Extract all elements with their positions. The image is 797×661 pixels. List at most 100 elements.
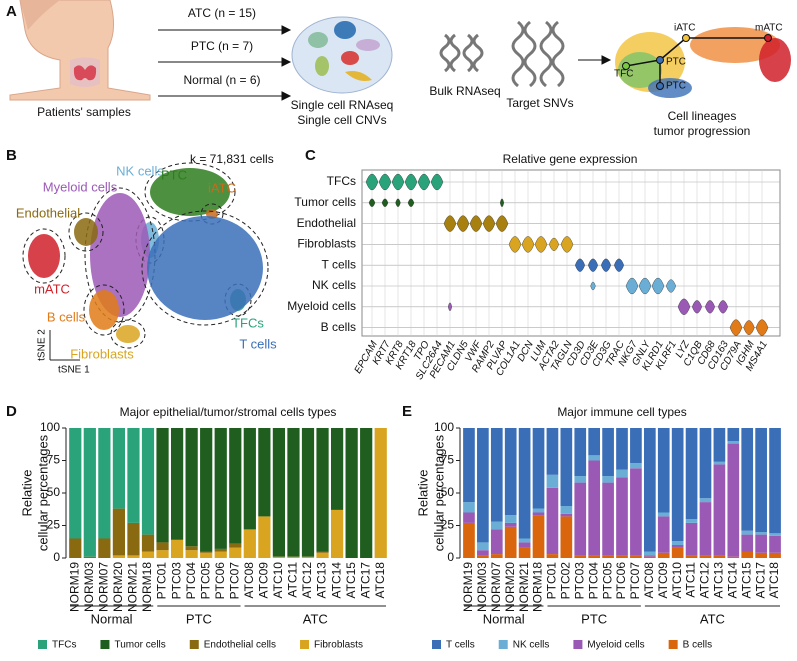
bar-segment: [630, 428, 642, 464]
x-tick-label: PTC05: [600, 562, 614, 600]
y-tick-label: 75: [47, 453, 61, 467]
bar-segment: [546, 554, 559, 558]
violin: [430, 173, 444, 191]
bar-segment: [170, 539, 184, 558]
bar-segment: [504, 428, 517, 516]
bar-segment: [657, 428, 670, 513]
cluster: [90, 193, 150, 317]
group-label: ATC: [700, 611, 725, 626]
x-tick-label: PTC06: [614, 562, 628, 600]
bar-segment: [112, 555, 126, 558]
bar-segment: [769, 533, 781, 536]
bar-segment: [504, 522, 517, 527]
bar-segment: [643, 551, 656, 556]
bar-segment: [345, 428, 358, 558]
violin: [482, 215, 496, 232]
bar-segment: [546, 474, 559, 488]
violin: [638, 277, 652, 295]
group-label: Normal: [483, 611, 525, 626]
bar-segment: [560, 506, 573, 514]
x-tick-label: ATC10: [271, 562, 285, 599]
bar-segment: [156, 550, 169, 558]
bar-segment: [272, 428, 286, 557]
bar-segment: [156, 542, 169, 551]
x-tick-label: NORM03: [475, 562, 489, 612]
bar-segment: [463, 428, 475, 503]
bar-segment: [713, 428, 726, 462]
bar-segment: [657, 516, 670, 553]
violin: [600, 258, 612, 272]
bar-segment: [69, 538, 82, 558]
x-tick-label: NORM19: [461, 562, 475, 612]
y-tick-label: 100: [40, 420, 60, 434]
bar-segment: [741, 551, 754, 558]
bar-segment: [755, 534, 767, 553]
y-tick-label: 25: [47, 518, 61, 532]
x-tick-label: ATC18: [373, 562, 387, 599]
bar-segment: [98, 428, 111, 539]
panel-title: Relative gene expression: [503, 152, 638, 166]
violin: [469, 215, 483, 232]
y-tick-label: 0: [447, 550, 454, 564]
cluster-label: T cells: [239, 336, 277, 351]
bar-segment: [685, 555, 698, 558]
bar-segment: [330, 509, 344, 558]
lineage-map: [615, 27, 791, 98]
x-tick-label: ATC15: [344, 562, 358, 599]
bar-segment: [685, 519, 698, 523]
bar-segment: [699, 555, 712, 558]
arrow-label: Normal (n = 6): [183, 73, 260, 87]
y-tick-label: 50: [47, 485, 61, 499]
bar-segment: [727, 556, 740, 558]
x-tick-label: NORM20: [111, 562, 125, 612]
bar-segment: [574, 476, 587, 483]
arrows: [158, 25, 612, 101]
cluster-label: mATC: [34, 281, 70, 296]
x-tick-label: ATC11: [286, 562, 300, 598]
legend-swatch: [498, 640, 508, 649]
x-tick-label: NORM07: [97, 562, 111, 612]
cluster-label: Endothelial: [16, 205, 80, 220]
violin: [665, 279, 677, 293]
bar-segment: [727, 428, 740, 441]
bar-segment: [490, 529, 503, 555]
violin: [651, 277, 665, 295]
bar-segment: [699, 498, 712, 503]
bar-segment: [546, 487, 559, 555]
x-tick-label: ATC09: [656, 562, 670, 599]
x-tick-label: PTC01: [155, 562, 169, 600]
y-axis-label: cellular percentages: [35, 434, 50, 551]
bar-segment: [671, 545, 684, 548]
bar-segment: [643, 556, 656, 558]
axis-label: tSNE 2: [37, 329, 48, 361]
bar-segment: [83, 556, 96, 558]
violin: [755, 319, 769, 336]
bar-segment: [243, 428, 256, 530]
x-tick-label: NORM19: [67, 562, 81, 612]
bar-segment: [518, 542, 531, 548]
bar-segment: [477, 555, 489, 558]
node-label: PTC: [666, 57, 686, 68]
bar-segment: [112, 508, 126, 556]
chart-title: Major epithelial/tumor/stromal cells typ…: [120, 405, 337, 419]
y-tick-label: 100: [434, 420, 454, 434]
bar-segment: [200, 552, 213, 558]
x-tick-label: ATC17: [358, 562, 372, 599]
violin: [443, 215, 457, 232]
bar-segment: [272, 556, 286, 558]
bar-segment: [616, 555, 628, 558]
bar-segment: [699, 502, 712, 556]
violin: [590, 281, 596, 291]
violin: [395, 198, 401, 207]
bar-segment: [630, 463, 642, 469]
cell-dish: [291, 16, 393, 94]
panel-letter: E: [402, 403, 412, 420]
bar-segment: [602, 555, 614, 558]
bar-segment: [671, 541, 684, 545]
x-tick-label: PTC07: [227, 562, 241, 600]
x-tick-label: ATC14: [329, 562, 343, 599]
bar-segment: [229, 547, 242, 558]
bar-segment: [755, 428, 767, 532]
bar-segment: [127, 522, 140, 556]
